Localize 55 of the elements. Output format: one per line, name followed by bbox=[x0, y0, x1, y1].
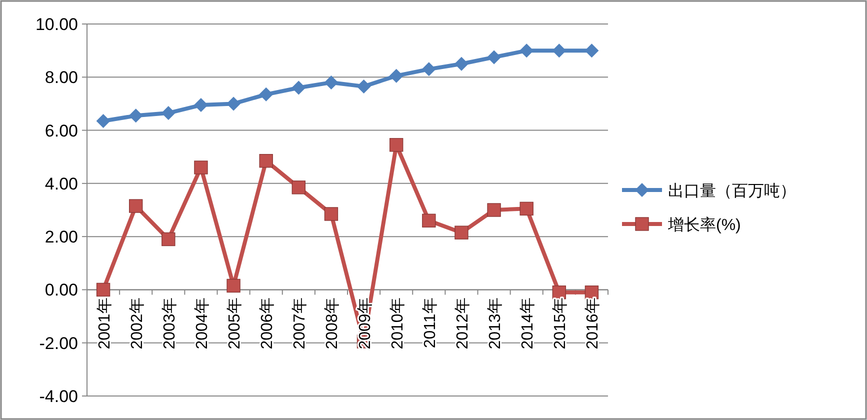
point bbox=[161, 106, 176, 120]
y-tick-label: 2.00 bbox=[44, 228, 78, 247]
point bbox=[520, 202, 534, 216]
point bbox=[259, 154, 273, 168]
point bbox=[356, 79, 371, 94]
point bbox=[454, 56, 468, 71]
point bbox=[422, 214, 436, 228]
point bbox=[389, 68, 404, 83]
x-tick-label: 2012年 bbox=[454, 298, 472, 350]
x-tick-label: 2015年 bbox=[552, 298, 570, 350]
y-tick-label: 10.00 bbox=[35, 15, 78, 34]
point bbox=[324, 75, 338, 90]
y-tick-label: -2.00 bbox=[39, 334, 78, 353]
point bbox=[520, 44, 534, 58]
x-tick-label: 2001年 bbox=[96, 298, 114, 350]
point bbox=[487, 203, 501, 217]
x-tick-label: 2006年 bbox=[259, 298, 276, 350]
x-tick-label: 2009年 bbox=[356, 298, 374, 350]
x-tick-label: 2005年 bbox=[226, 298, 244, 350]
x-tick-label: 2003年 bbox=[161, 298, 178, 350]
point bbox=[226, 96, 241, 111]
y-tick-label: -4.00 bbox=[39, 387, 78, 406]
y-tick-label: 4.00 bbox=[44, 174, 78, 194]
point bbox=[194, 160, 208, 174]
point bbox=[194, 98, 208, 112]
legend-label: 增长率(%) bbox=[667, 216, 741, 234]
x-tick-label: 2008年 bbox=[324, 298, 342, 350]
point bbox=[389, 138, 404, 152]
y-tick-label: 6.00 bbox=[44, 121, 78, 140]
point bbox=[96, 282, 110, 297]
point bbox=[292, 180, 306, 194]
point bbox=[324, 207, 338, 221]
point bbox=[292, 80, 306, 95]
x-tick-label: 2014年 bbox=[520, 298, 537, 350]
point bbox=[96, 114, 110, 128]
point bbox=[128, 199, 143, 213]
point bbox=[162, 232, 176, 246]
x-tick-label: 2007年 bbox=[292, 298, 309, 350]
y-tick-label: 0.00 bbox=[44, 280, 78, 300]
legend-label: 出口量（百万吨） bbox=[668, 182, 796, 200]
point bbox=[226, 278, 240, 293]
x-tick-label: 2011年 bbox=[422, 298, 439, 348]
x-tick-label: 2010年 bbox=[389, 298, 406, 350]
y-tick-label: 8.00 bbox=[44, 68, 78, 88]
point bbox=[422, 62, 436, 76]
x-tick-label: 2004年 bbox=[194, 298, 211, 350]
point bbox=[128, 108, 143, 123]
point bbox=[454, 226, 468, 240]
x-tick-label: 2002年 bbox=[128, 298, 146, 350]
point bbox=[584, 44, 599, 58]
point bbox=[259, 87, 274, 102]
x-tick-label: 2013年 bbox=[487, 298, 504, 350]
point bbox=[487, 50, 502, 64]
point bbox=[552, 44, 566, 58]
x-tick-label: 2016年 bbox=[584, 298, 602, 350]
